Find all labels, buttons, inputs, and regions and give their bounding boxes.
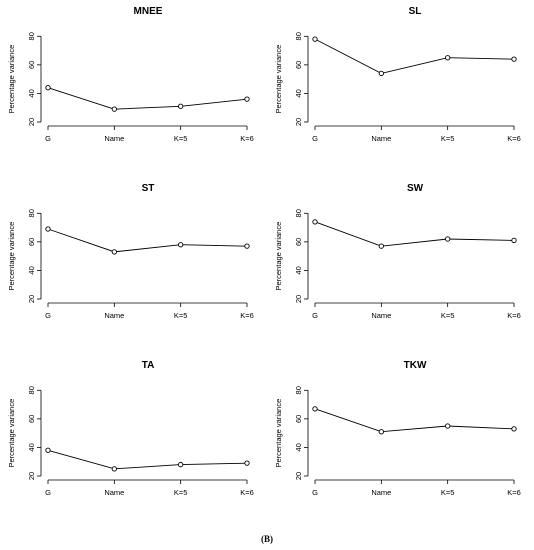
chart-panel-mnee: MNEE 20 40 60 80 Percentage variance G Name K=5 K… (7, 6, 254, 143)
data-point (312, 219, 318, 225)
data-point (178, 242, 184, 248)
data-point (45, 85, 51, 91)
y-tick-label: 80 (294, 209, 303, 217)
x-tick-label: Name (371, 134, 391, 143)
data-point (45, 226, 51, 232)
chart-title: TA (142, 360, 155, 371)
x-tick-label: K=6 (507, 134, 521, 143)
x-tick-label: G (45, 311, 51, 320)
data-point (111, 466, 117, 472)
x-tick-label: Name (104, 311, 124, 320)
y-tick-label: 60 (294, 238, 303, 246)
y-tick-label: 40 (294, 89, 303, 97)
data-point (445, 55, 451, 61)
data-point (111, 106, 117, 112)
data-point (244, 96, 250, 102)
series-line (47, 228, 248, 253)
y-axis-label: Percentage variance (7, 222, 16, 291)
data-point (244, 243, 250, 249)
data-point (312, 36, 318, 42)
y-tick-label: 60 (294, 61, 303, 69)
x-tick-label: K=5 (174, 311, 188, 320)
series-line (47, 449, 248, 470)
x-tick-label: K=6 (240, 488, 254, 497)
y-tick-label: 60 (27, 61, 36, 69)
data-point (511, 237, 517, 244)
data-point (111, 249, 117, 255)
x-tick-label: Name (371, 488, 391, 497)
data-point (378, 429, 384, 435)
y-tick-label: 20 (27, 472, 36, 480)
y-tick-label: 20 (27, 295, 36, 303)
y-tick-label: 40 (294, 266, 303, 274)
y-tick-label: 40 (27, 443, 36, 451)
data-point (45, 447, 51, 453)
chart-panel-sw: SW 20 40 60 80 Percentage variance G Name K=5 K=6 (274, 183, 521, 320)
chart-title: ST (142, 183, 155, 194)
y-tick-label: 80 (27, 32, 36, 40)
x-tick-label: K=6 (507, 488, 521, 497)
data-point (445, 236, 451, 242)
chart-panel-st: ST 20 40 60 80 Percentage variance G Name K=5 K=6 (7, 183, 254, 320)
x-tick-label: G (312, 134, 318, 143)
x-tick-label: K=6 (240, 134, 254, 143)
data-point (511, 56, 517, 62)
data-point (378, 70, 384, 77)
y-axis-label: Percentage variance (274, 399, 283, 468)
x-tick-label: Name (104, 488, 124, 497)
y-tick-label: 20 (294, 295, 303, 303)
y-axis-label: Percentage variance (274, 222, 283, 291)
chart-title: MNEE (134, 6, 163, 17)
data-point (178, 461, 184, 468)
data-point (445, 423, 451, 429)
series-line (314, 408, 515, 433)
y-axis-label: Percentage variance (274, 45, 283, 114)
x-tick-label: K=5 (441, 134, 455, 143)
y-tick-label: 20 (294, 118, 303, 126)
data-point (312, 406, 318, 412)
chart-grid: MNEE 20 40 60 80 Percentage variance G Name K=5 K… (7, 6, 521, 497)
series-line (314, 38, 515, 74)
y-tick-label: 60 (27, 238, 36, 246)
y-tick-label: 80 (294, 32, 303, 40)
y-tick-label: 40 (27, 89, 36, 97)
x-tick-label: Name (371, 311, 391, 320)
chart-panel-ta: TA 20 40 60 80 Percentage variance G Name K=5 K=6 (7, 360, 254, 497)
x-tick-label: K=6 (240, 311, 254, 320)
x-tick-label: Name (104, 134, 124, 143)
x-tick-label: K=5 (441, 311, 455, 320)
y-tick-label: 80 (27, 209, 36, 217)
y-tick-label: 40 (27, 266, 36, 274)
x-tick-label: K=6 (507, 311, 521, 320)
figure-label: (B) (261, 534, 273, 544)
x-tick-label: G (45, 134, 51, 143)
chart-panel-sl: SL 20 40 60 80 Percentage variance G Name K=5 K=6 (274, 6, 521, 143)
data-point (511, 426, 517, 432)
chart-title: SL (409, 6, 422, 17)
y-tick-label: 20 (27, 118, 36, 126)
x-tick-label: G (45, 488, 51, 497)
data-point (178, 103, 184, 109)
series-line (47, 87, 248, 110)
x-tick-label: K=5 (174, 134, 188, 143)
y-tick-label: 80 (294, 386, 303, 394)
chart-panel-tkw: TKW 20 40 60 80 Percentage variance G Name K=5 K=… (274, 360, 521, 497)
y-tick-label: 60 (294, 415, 303, 423)
x-tick-label: K=5 (174, 488, 188, 497)
y-tick-label: 80 (27, 386, 36, 394)
y-tick-label: 40 (294, 443, 303, 451)
chart-title: TKW (404, 360, 427, 371)
chart-title: SW (407, 183, 424, 194)
x-tick-label: K=5 (441, 488, 455, 497)
y-tick-label: 20 (294, 472, 303, 480)
data-point (244, 460, 250, 466)
x-tick-label: G (312, 311, 318, 320)
y-tick-label: 60 (27, 415, 36, 423)
data-point (378, 243, 384, 249)
series-line (314, 221, 515, 247)
y-axis-label: Percentage variance (7, 45, 16, 114)
x-tick-label: G (312, 488, 318, 497)
y-axis-label: Percentage variance (7, 399, 16, 468)
